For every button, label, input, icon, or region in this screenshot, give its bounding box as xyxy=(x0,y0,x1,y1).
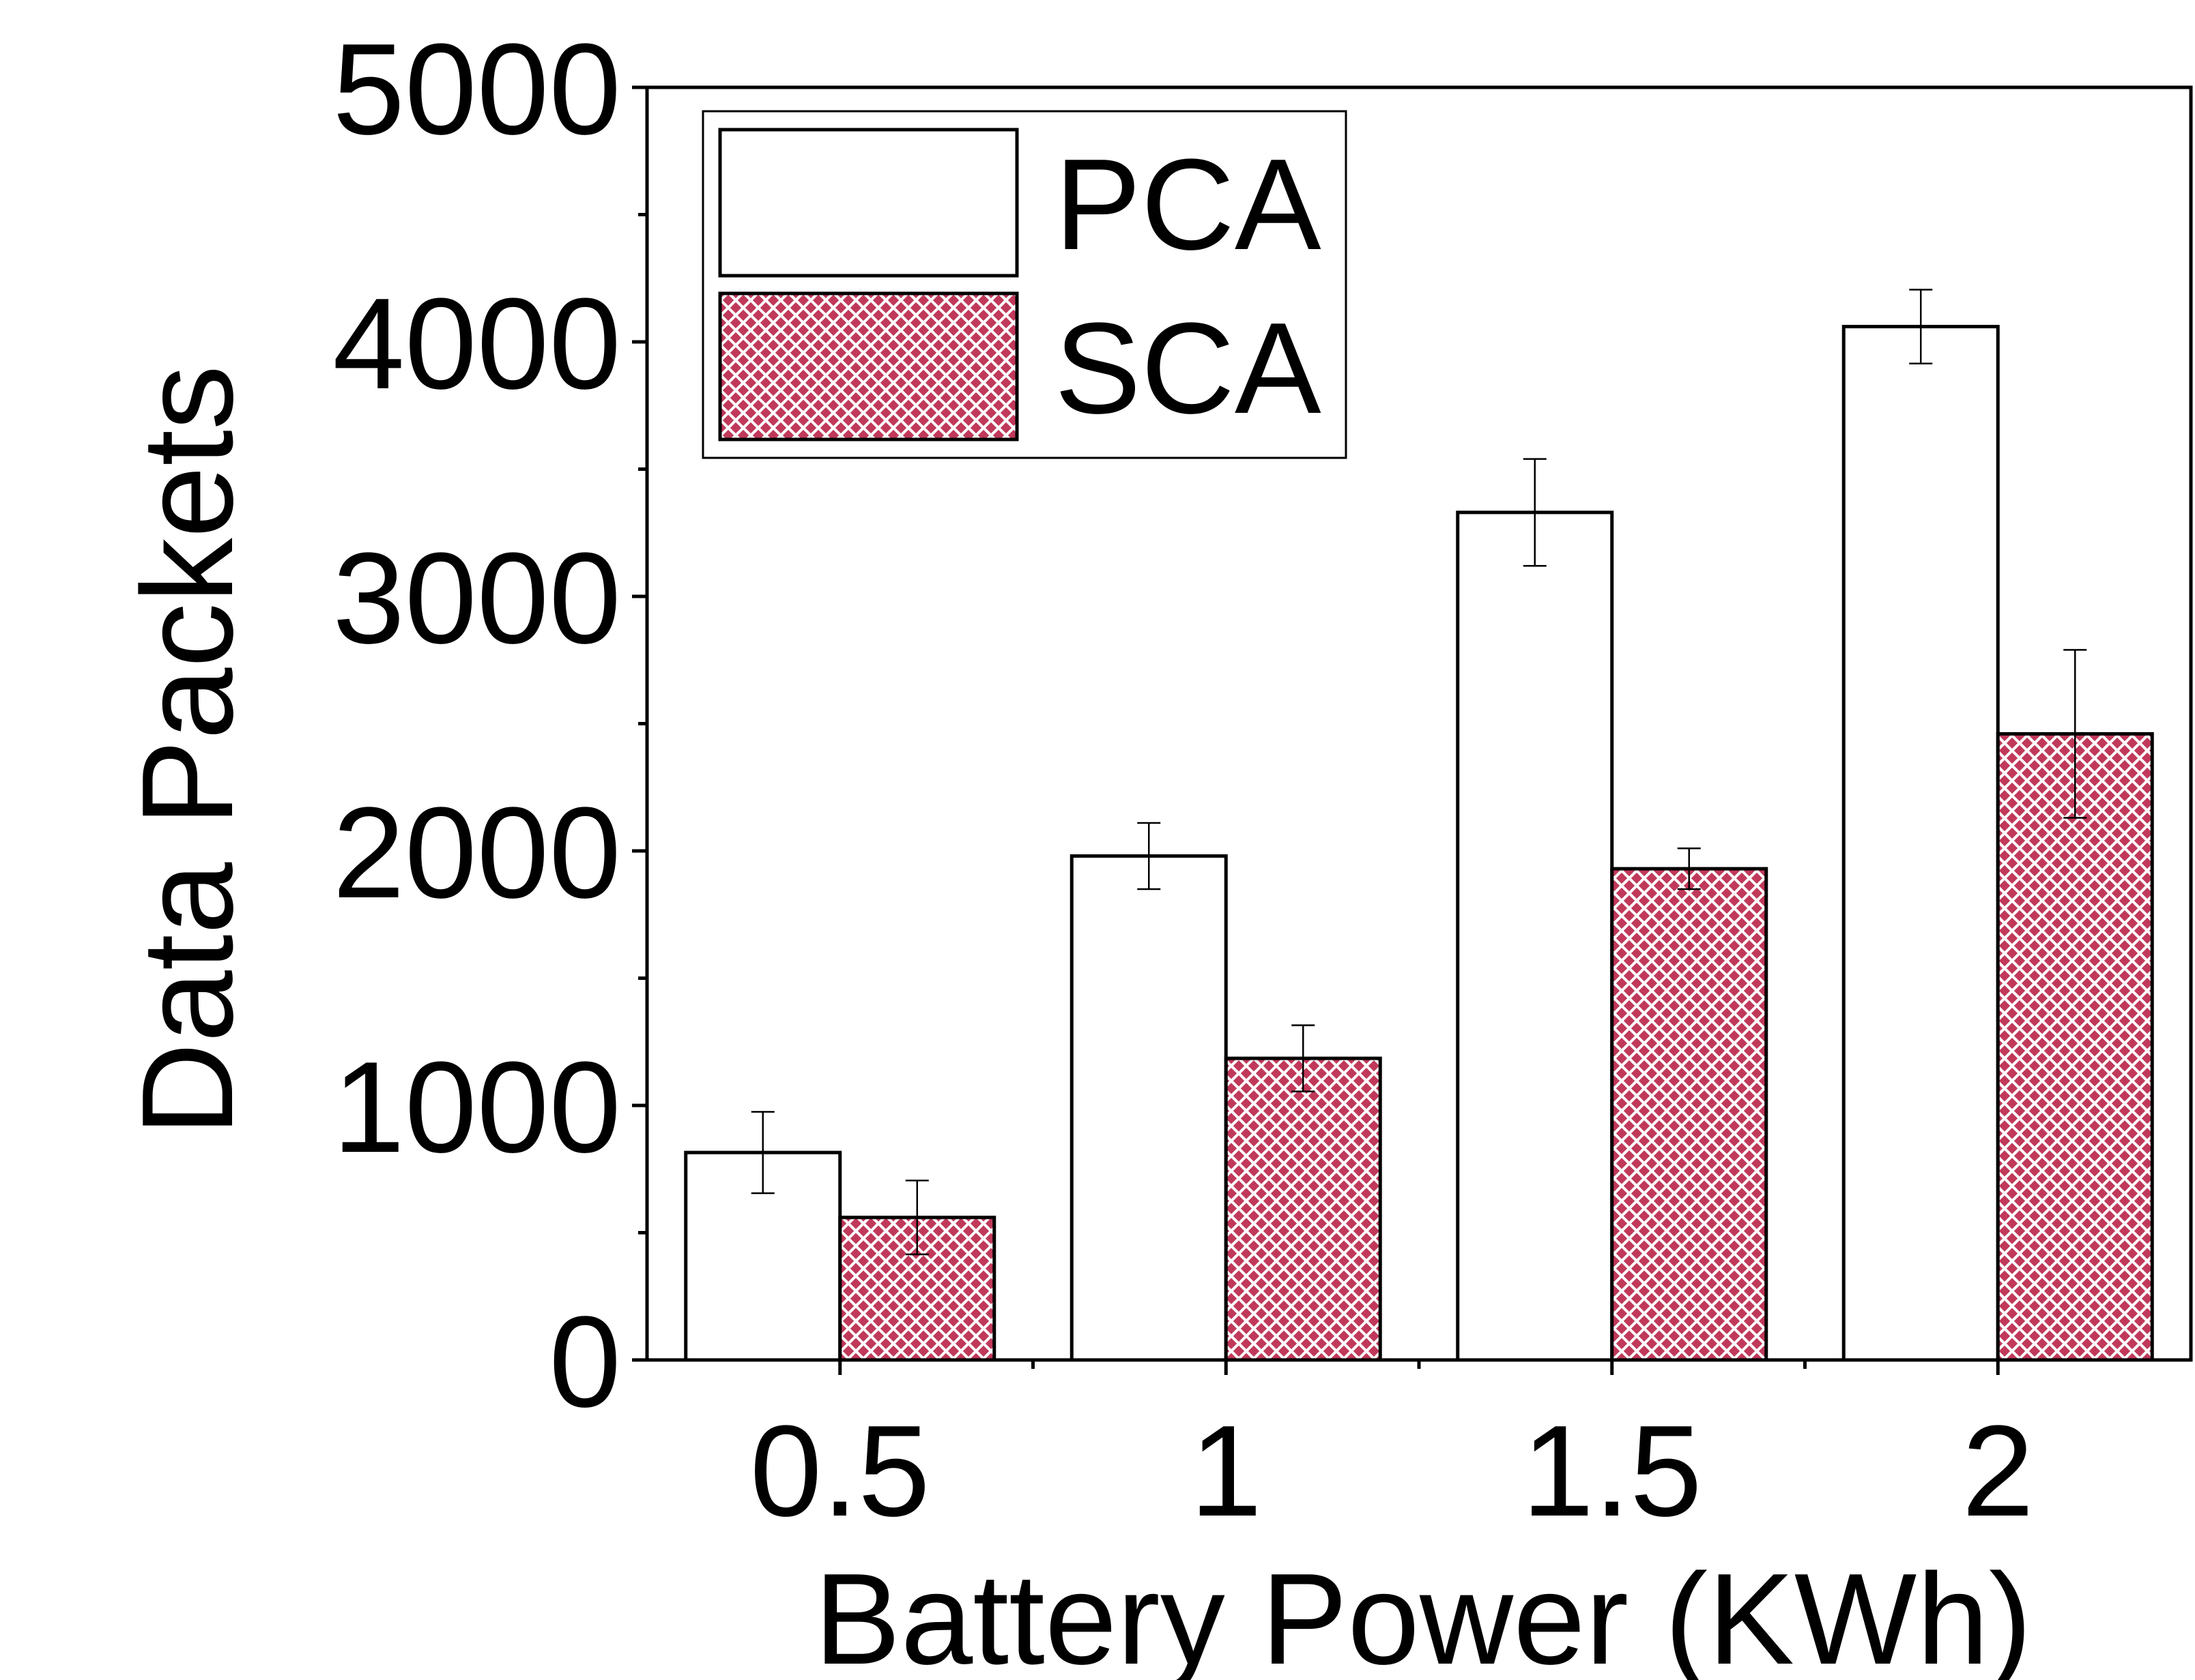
legend-label-pca: PCA xyxy=(1055,132,1321,277)
x-tick-label: 1.5 xyxy=(1522,1399,1702,1544)
error-bar-sca-2 xyxy=(1291,1024,1315,1092)
bar-pca-3 xyxy=(1456,510,1614,1362)
y-tick-label: 0 xyxy=(549,1290,621,1434)
x-tick-label: 0.5 xyxy=(750,1399,930,1544)
y-tick-label: 2000 xyxy=(332,781,621,925)
legend: PCA SCA xyxy=(702,110,1347,459)
error-bar-pca-2 xyxy=(1137,822,1161,890)
legend-label-sca: SCA xyxy=(1055,296,1321,441)
error-bars xyxy=(751,289,2087,1256)
bar-sca-4 xyxy=(1996,732,2154,1362)
x-axis: 0.5 1 1.5 2 xyxy=(750,1360,2034,1544)
x-tick-label: 2 xyxy=(1962,1399,2034,1544)
error-bar-pca-3 xyxy=(1523,458,1547,567)
bars xyxy=(684,325,2154,1362)
error-bar-sca-1 xyxy=(905,1179,929,1256)
bar-sca-2 xyxy=(1224,1056,1382,1362)
error-bar-pca-1 xyxy=(751,1111,775,1194)
bar-pca-2 xyxy=(1070,854,1228,1362)
error-bar-pca-4 xyxy=(1909,289,1933,364)
x-axis-title: Battery Power (KWh) xyxy=(814,1547,2032,1680)
y-tick-label: 3000 xyxy=(332,526,621,671)
y-tick-label: 1000 xyxy=(332,1035,621,1180)
bar-pca-4 xyxy=(1841,325,2000,1362)
legend-swatch-sca xyxy=(718,291,1019,441)
y-axis: 0 1000 2000 3000 4000 5000 xyxy=(332,17,647,1434)
y-axis-title: Data Packets xyxy=(115,365,260,1136)
y-tick-label: 4000 xyxy=(332,272,621,416)
error-bar-sca-4 xyxy=(2063,649,2087,819)
x-tick-label: 1 xyxy=(1190,1399,1262,1544)
error-bar-sca-3 xyxy=(1677,848,1701,890)
y-tick-label: 5000 xyxy=(332,17,621,162)
legend-swatch-pca xyxy=(718,128,1019,278)
bar-sca-3 xyxy=(1610,867,1768,1362)
